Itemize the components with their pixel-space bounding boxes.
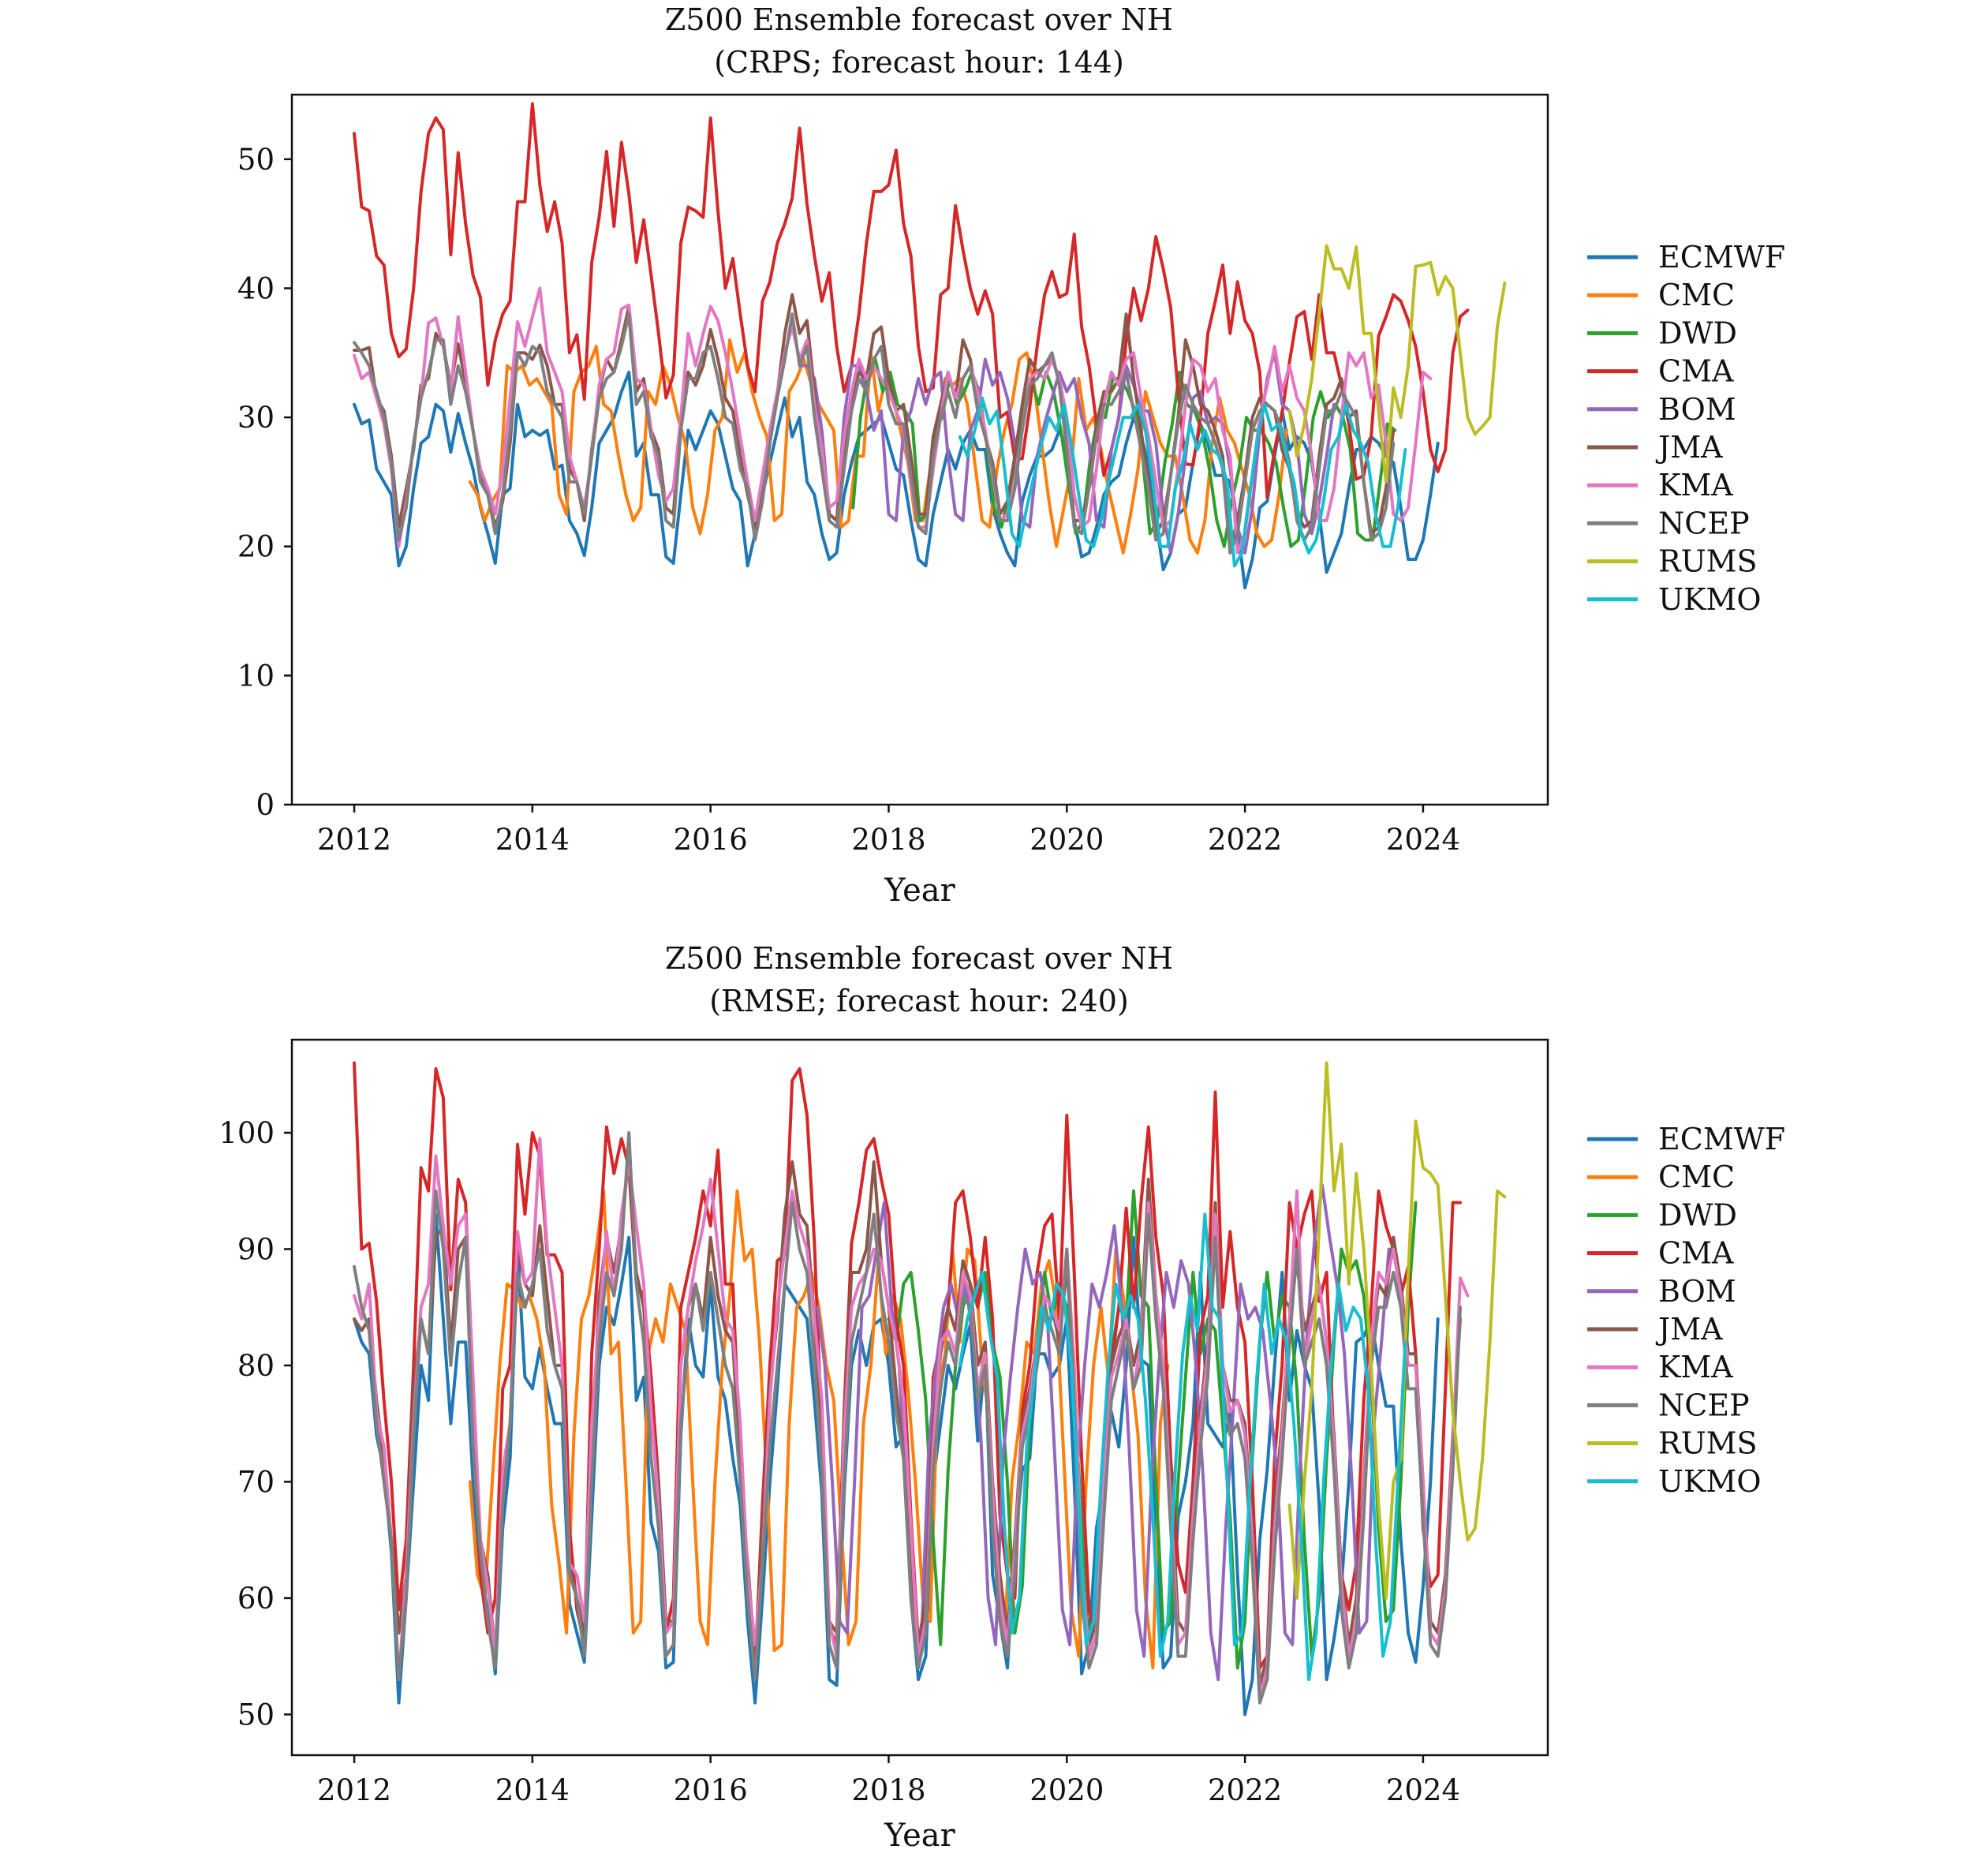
series-group: [353, 1061, 1507, 1717]
legend-label-ukmo: UKMO: [1658, 1464, 1761, 1499]
y-tick-label: 70: [237, 1465, 275, 1499]
plot-frame: [290, 1038, 1549, 1757]
legend-label-bom: BOM: [1658, 1274, 1736, 1309]
plot-frame: [290, 93, 1549, 806]
x-tick-label: 2018: [851, 823, 925, 857]
chart-title: Z500 Ensemble forecast over NH: [665, 941, 1173, 976]
y-tick-label: 90: [237, 1232, 275, 1266]
x-tick-label: 2024: [1386, 1773, 1460, 1807]
x-tick-label: 2024: [1386, 823, 1460, 857]
legend-label-dwd: DWD: [1658, 316, 1737, 350]
legend-label-cmc: CMC: [1658, 278, 1735, 312]
chart-subtitle: (RMSE; forecast hour: 240): [709, 984, 1129, 1018]
legend-label-rums: RUMS: [1658, 1426, 1758, 1461]
x-tick-label: 2022: [1208, 823, 1282, 857]
legend-label-ncep: NCEP: [1658, 506, 1750, 540]
x-tick-label: 2012: [317, 1773, 391, 1807]
axis-ticks: 2012 2014 2016 2018 2020 2022 2024 0 10 20 30 40 50: [237, 143, 1460, 857]
y-tick-label: 40: [237, 271, 275, 305]
crps-chart: Z500 Ensemble forecast over NH (CRPS; fo…: [237, 2, 1785, 909]
chart-subtitle: (CRPS; forecast hour: 144): [714, 45, 1124, 80]
series-line-bom: [798, 351, 1336, 555]
series-line-cmc: [468, 338, 1288, 555]
series-line-ecmwf: [353, 370, 1440, 590]
series-line-ukmo: [958, 1212, 1407, 1682]
legend-label-ecmwf: ECMWF: [1658, 1122, 1785, 1156]
series-group: [353, 102, 1507, 590]
y-tick-label: 0: [256, 788, 275, 822]
legend-label-ecmwf: ECMWF: [1658, 240, 1785, 275]
x-tick-label: 2016: [674, 823, 748, 857]
legend-label-rums: RUMS: [1658, 544, 1758, 579]
legend-label-ncep: NCEP: [1658, 1388, 1750, 1422]
legend-label-jma: JMA: [1655, 430, 1723, 465]
x-tick-label: 2018: [851, 1773, 925, 1807]
y-tick-label: 60: [237, 1582, 275, 1616]
series-line-rums: [1287, 244, 1507, 484]
x-tick-label: 2020: [1030, 823, 1104, 857]
x-axis-label: Year: [884, 872, 955, 909]
legend-label-bom: BOM: [1658, 392, 1736, 427]
x-tick-label: 2012: [317, 823, 391, 857]
series-line-cma: [353, 102, 1470, 499]
y-tick-label: 50: [237, 1698, 275, 1732]
legend-label-cma: CMA: [1658, 1236, 1734, 1271]
y-tick-label: 100: [219, 1116, 275, 1150]
legend-label-dwd: DWD: [1658, 1197, 1737, 1232]
y-tick-label: 20: [237, 530, 275, 564]
y-tick-label: 30: [237, 401, 275, 435]
y-tick-label: 80: [237, 1349, 275, 1383]
legend-label-ukmo: UKMO: [1658, 582, 1761, 617]
series-line-ukmo: [958, 396, 1407, 568]
y-tick-label: 50: [237, 143, 275, 177]
axis-ticks: 2012 2014 2016 2018 2020 2022 2024 50 60 70 80 90 10…: [219, 1116, 1460, 1807]
chart-title: Z500 Ensemble forecast over NH: [665, 2, 1173, 37]
y-tick-label: 10: [237, 659, 275, 693]
x-tick-label: 2016: [674, 1773, 748, 1807]
x-tick-label: 2020: [1030, 1773, 1104, 1807]
legend-label-cma: CMA: [1658, 354, 1734, 389]
series-line-ncep: [353, 1131, 1462, 1705]
x-tick-label: 2014: [495, 1773, 570, 1807]
legend-label-kma: KMA: [1658, 468, 1733, 502]
legend-label-cmc: CMC: [1658, 1160, 1735, 1194]
legend-label-kma: KMA: [1658, 1350, 1733, 1384]
x-tick-label: 2014: [495, 823, 570, 857]
rmse-chart: Z500 Ensemble forecast over NH (RMSE; fo…: [219, 941, 1785, 1853]
legend-label-jma: JMA: [1655, 1312, 1723, 1347]
x-axis-label: Year: [884, 1818, 955, 1853]
x-tick-label: 2022: [1208, 1773, 1282, 1807]
